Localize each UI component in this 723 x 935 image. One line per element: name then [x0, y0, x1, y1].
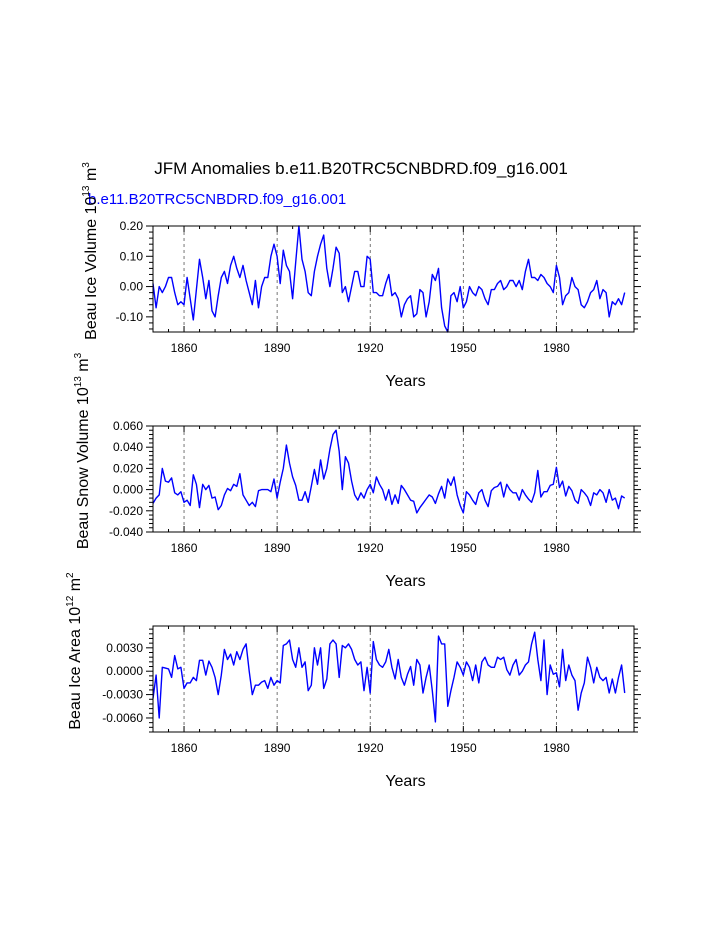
x-axis-title: Years — [385, 773, 425, 790]
x-tick-label: 1860 — [171, 341, 198, 355]
y-axis-title-part: Beau Snow Volume 10 — [75, 387, 92, 549]
x-tick-label: 1980 — [543, 341, 570, 355]
chart-panel-3: 1860 1890 1920 1950 1980 -0.0060 -0.0030 0.0000… — [65, 572, 641, 790]
x-axis-title: Years — [385, 573, 425, 590]
y-axis-title-superscript: 3 — [81, 162, 92, 168]
y-axis-title-superscript: 2 — [65, 572, 76, 578]
x-tick-label: 1890 — [264, 341, 291, 355]
series-line — [152, 429, 626, 514]
y-axis-title: Beau Ice Area 1012 m2 — [65, 572, 84, 730]
y-tick-label: -0.0060 — [102, 711, 143, 725]
y-axis-title-part: m — [67, 578, 84, 596]
y-tick-label: 0.0030 — [106, 641, 143, 655]
y-axis-title: Beau Ice Volume 1013 m3 — [81, 162, 100, 340]
x-tick-label: 1950 — [450, 341, 477, 355]
x-axis-title: Years — [385, 373, 425, 390]
y-tick-label: 0.020 — [113, 461, 143, 475]
chart-subtitle: b.e11.B20TRC5CNBDRD.f09_g16.001 — [88, 191, 346, 208]
series-line — [152, 225, 626, 333]
plot-frame — [152, 425, 635, 533]
plot-frame — [152, 225, 635, 333]
y-axis-title-superscript: 13 — [73, 376, 84, 388]
chart-panel-1: 1860 1890 1920 1950 1980 -0.10 0.00 0.10 0.20 Yea… — [81, 162, 641, 390]
x-tick-label: 1890 — [264, 541, 291, 555]
x-tick-label: 1920 — [357, 741, 384, 755]
y-axis-title: Beau Snow Volume 1013 m3 — [73, 352, 92, 549]
y-axis-title-superscript: 13 — [81, 185, 92, 197]
x-tick-label: 1950 — [450, 741, 477, 755]
y-tick-label: 0.0000 — [106, 664, 143, 678]
x-tick-label: 1980 — [543, 741, 570, 755]
y-tick-label: 0.00 — [120, 280, 144, 294]
x-tick-label: 1920 — [357, 341, 384, 355]
y-tick-label: 0.060 — [113, 419, 143, 433]
plot-frame — [152, 625, 635, 733]
y-axis-title-part: m — [75, 358, 92, 376]
y-tick-label: -0.10 — [116, 310, 144, 324]
chart-title: JFM Anomalies b.e11.B20TRC5CNBDRD.f09_g1… — [154, 159, 568, 178]
x-tick-label: 1980 — [543, 541, 570, 555]
chart-panel-2: 1860 1890 1920 1950 1980 -0.040 -0.020 0.000 0.0… — [73, 352, 641, 590]
x-tick-label: 1860 — [171, 541, 198, 555]
y-axis-title-part: m — [83, 168, 100, 186]
y-tick-label: -0.0030 — [102, 688, 143, 702]
y-axis-title-part: Beau Ice Area 10 — [67, 607, 84, 730]
y-axis-title-superscript: 12 — [65, 595, 76, 607]
series-line — [152, 631, 626, 723]
y-axis-title-superscript: 3 — [73, 352, 84, 358]
y-tick-label: 0.20 — [120, 219, 144, 233]
x-tick-label: 1920 — [357, 541, 384, 555]
y-axis-title-part: Beau Ice Volume 10 — [83, 197, 100, 340]
y-tick-label: -0.020 — [109, 504, 143, 518]
y-tick-label: -0.040 — [109, 525, 143, 539]
x-tick-label: 1950 — [450, 541, 477, 555]
x-tick-label: 1890 — [264, 741, 291, 755]
y-tick-label: 0.000 — [113, 483, 143, 497]
y-tick-label: 0.10 — [120, 249, 144, 263]
x-tick-label: 1860 — [171, 741, 198, 755]
y-tick-label: 0.040 — [113, 440, 143, 454]
